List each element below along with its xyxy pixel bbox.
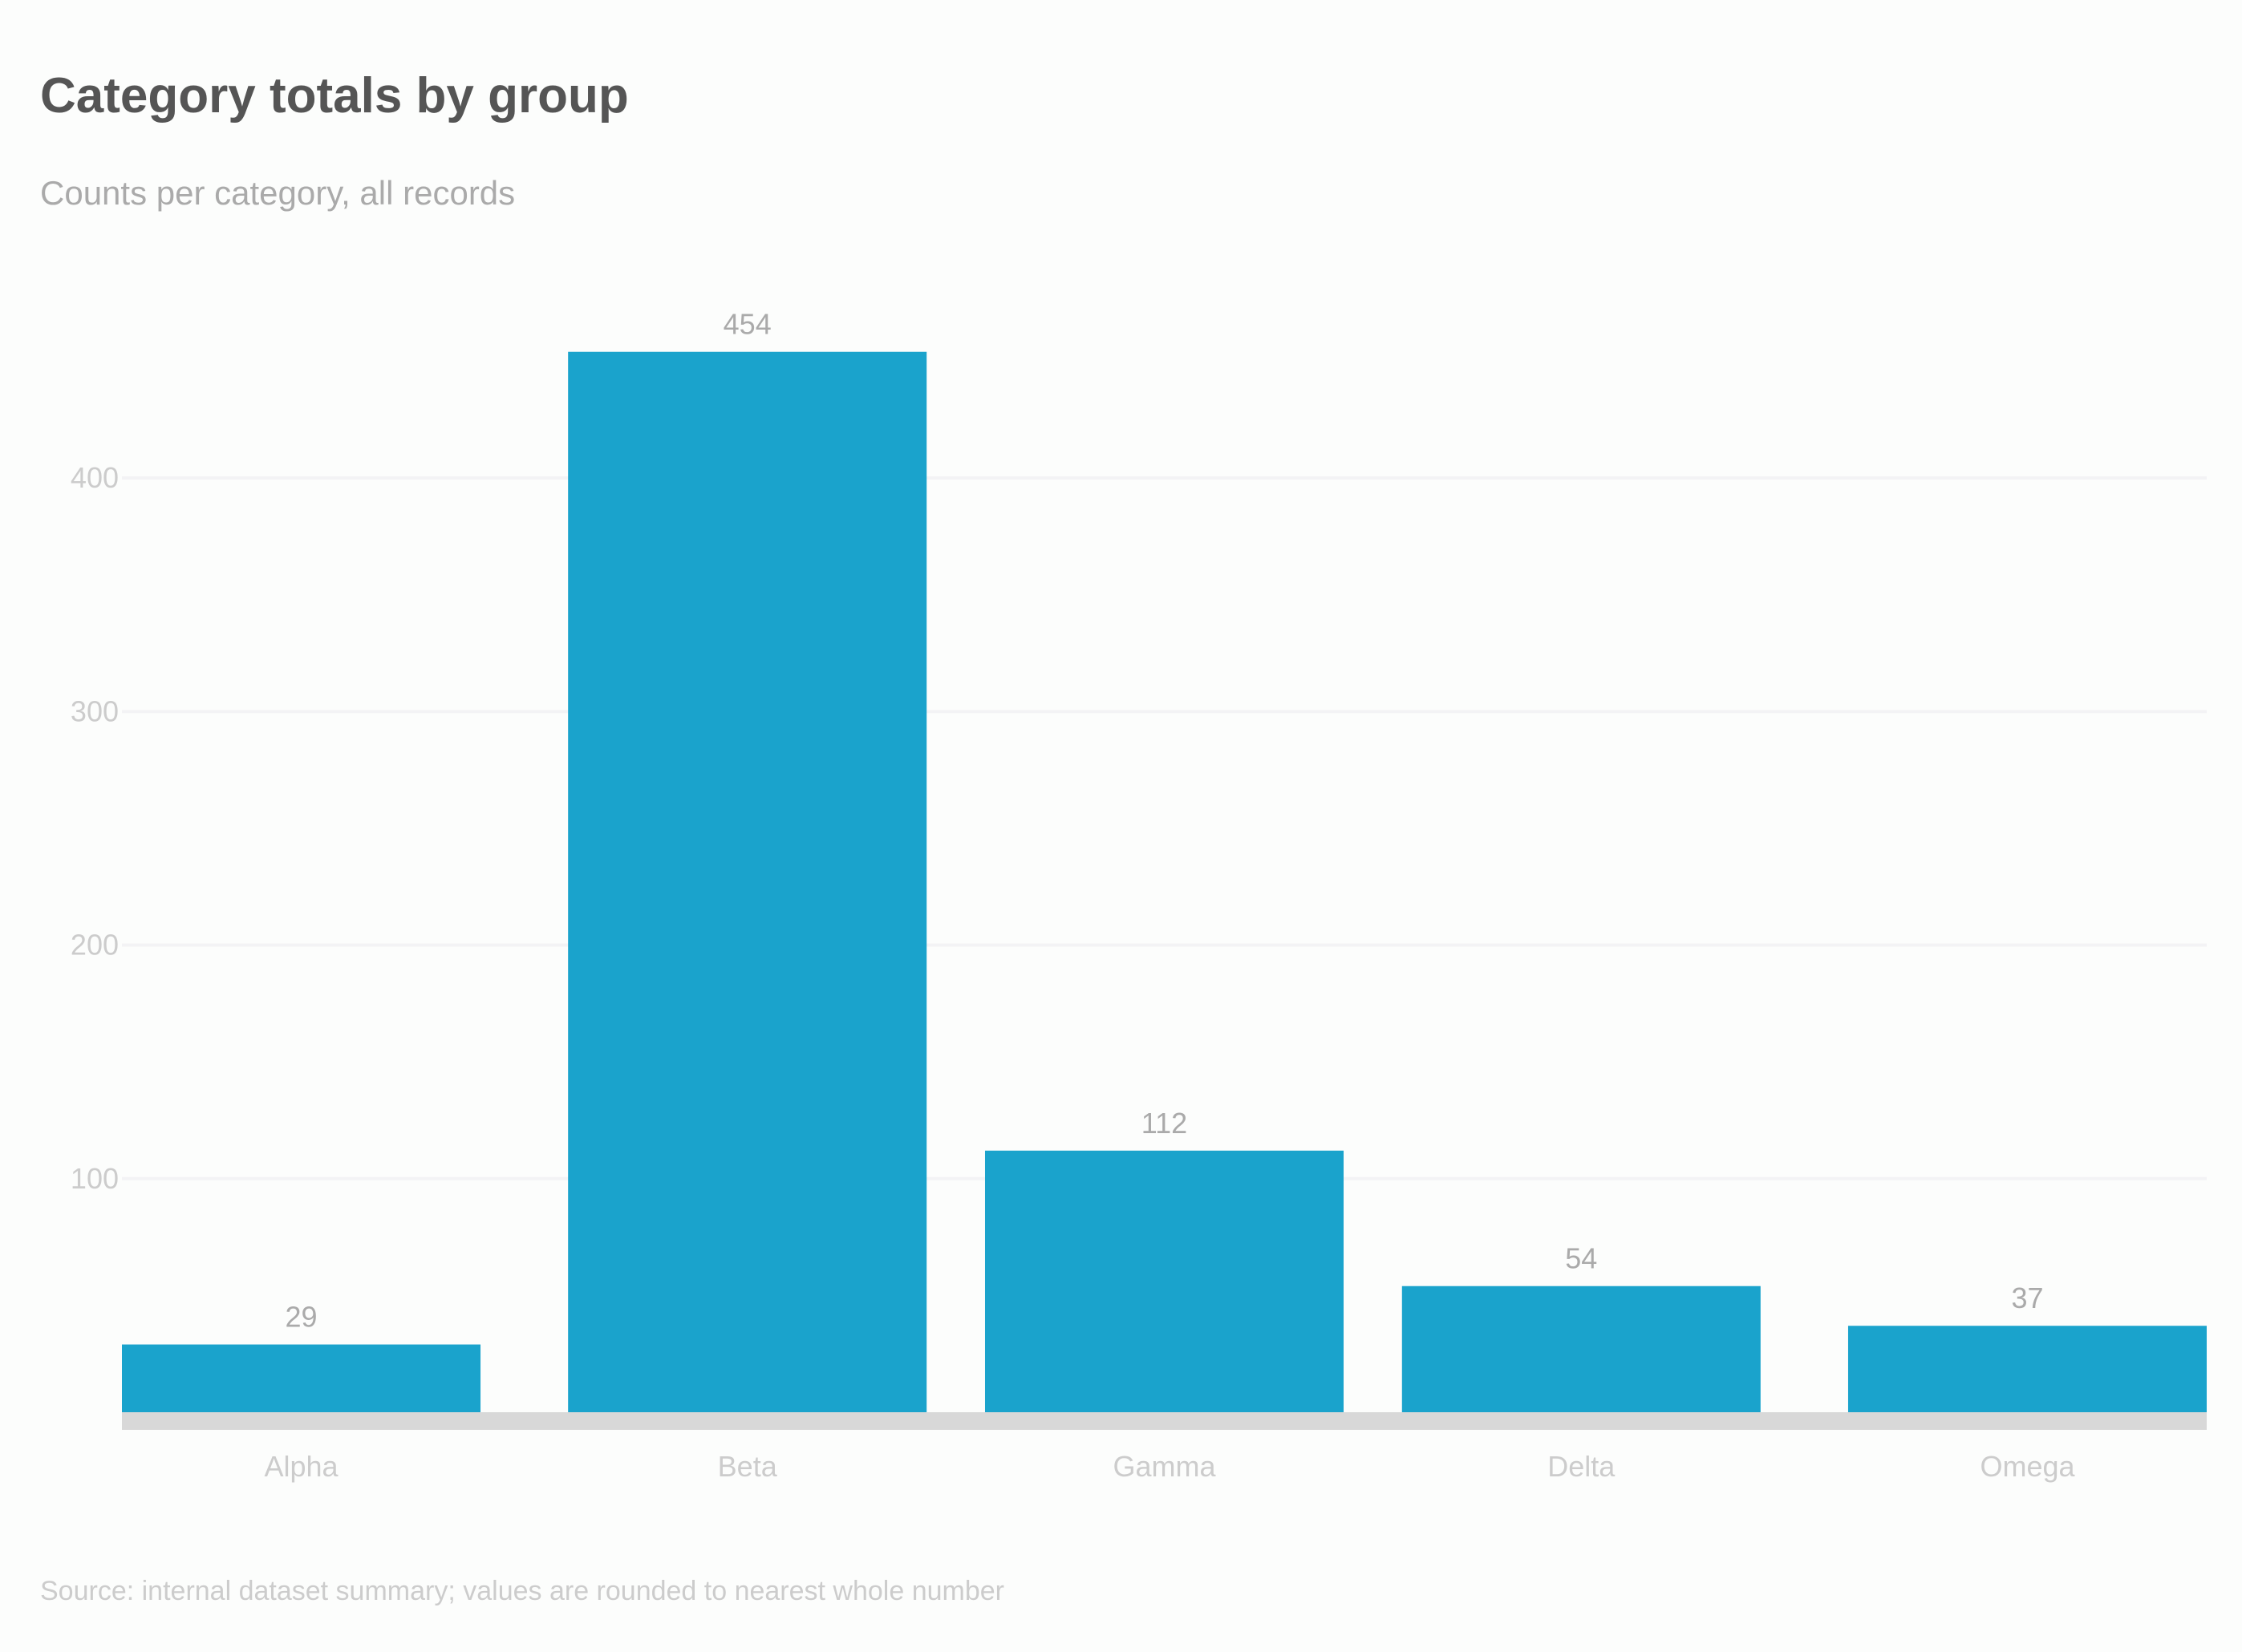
value-label: 112	[1141, 1107, 1187, 1140]
y-tick-label: 300	[71, 694, 119, 727]
gridlines: 100 200 300 400	[71, 461, 2207, 1195]
x-tick-label: Delta	[1547, 1450, 1616, 1483]
y-tick-label: 400	[71, 461, 119, 494]
bars: 29 Alpha 454 Beta 112 Gamma 54 Delta 37 Omega	[122, 308, 2207, 1483]
value-label: 29	[285, 1301, 317, 1334]
y-tick-label: 200	[71, 929, 119, 962]
x-tick-label: Gamma	[1113, 1450, 1216, 1483]
bar	[568, 351, 927, 1413]
bar	[122, 1344, 481, 1412]
x-tick-label: Omega	[1980, 1450, 2075, 1483]
bar	[1401, 1286, 1761, 1412]
value-label: 37	[2011, 1282, 2043, 1314]
chart-subtitle: Counts per category, all records	[40, 174, 515, 212]
value-label: 454	[724, 308, 772, 341]
x-tick-label: Alpha	[264, 1450, 339, 1483]
bar	[1847, 1326, 2207, 1412]
baseline	[122, 1412, 2207, 1430]
chart-title: Category totals by group	[40, 68, 629, 123]
chart-footnote: Source: internal dataset summary; values…	[40, 1576, 1004, 1606]
x-tick-label: Beta	[718, 1450, 778, 1483]
bar	[984, 1150, 1344, 1412]
y-tick-label: 100	[71, 1162, 119, 1195]
value-label: 54	[1565, 1242, 1597, 1275]
